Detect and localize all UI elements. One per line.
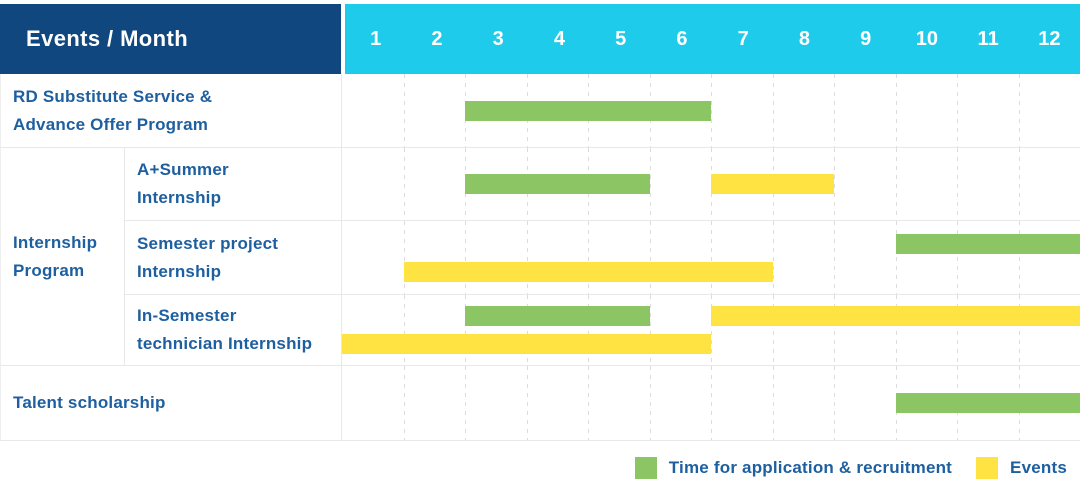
gantt-row-cells <box>341 366 1080 441</box>
application-bar <box>465 174 650 194</box>
month-gridline <box>404 148 405 220</box>
month-gridline <box>957 221 958 294</box>
month-gridline <box>465 221 466 294</box>
month-header-cell: 5 <box>590 4 651 74</box>
month-gridline <box>896 148 897 220</box>
application-bar <box>465 306 650 326</box>
application-bar <box>896 393 1080 413</box>
application-bar <box>896 234 1080 254</box>
month-gridline <box>711 74 712 147</box>
month-gridline <box>650 148 651 220</box>
row-label-line: technician Internship <box>137 330 341 358</box>
month-header-cell: 11 <box>958 4 1019 74</box>
gantt-row-cells <box>341 295 1080 366</box>
month-header-cell: 12 <box>1019 4 1080 74</box>
application-swatch-icon <box>635 457 657 479</box>
gantt-row-cells <box>341 74 1080 148</box>
month-gridline <box>1019 74 1020 147</box>
row-label-line: In-Semester <box>137 302 341 330</box>
month-gridline <box>773 221 774 294</box>
gantt-row-cells <box>341 148 1080 221</box>
legend-item-application: Time for application & recruitment <box>635 457 952 479</box>
month-gridline <box>773 366 774 440</box>
month-gridline <box>896 221 897 294</box>
row-label-line: Internship <box>137 184 341 212</box>
month-gridline <box>588 221 589 294</box>
month-gridline <box>711 366 712 440</box>
month-gridline <box>527 366 528 440</box>
month-gridline <box>404 221 405 294</box>
month-header-cell: 7 <box>713 4 774 74</box>
corner-header-label: Events / Month <box>26 26 188 52</box>
event-bar <box>404 262 773 282</box>
legend: Time for application & recruitment Event… <box>0 456 1080 480</box>
month-gridline <box>527 221 528 294</box>
row-label: Talent scholarship <box>0 366 341 441</box>
corner-header: Events / Month <box>0 4 341 74</box>
row-label-line: A+Summer <box>137 156 341 184</box>
month-gridline <box>957 148 958 220</box>
application-bar <box>465 101 711 121</box>
month-header-cell: 2 <box>406 4 467 74</box>
event-swatch-icon <box>976 457 998 479</box>
month-gridline <box>650 366 651 440</box>
month-header-cell: 4 <box>529 4 590 74</box>
month-gridline <box>650 295 651 365</box>
month-header-cell: 8 <box>774 4 835 74</box>
row-label-line: Advance Offer Program <box>13 111 341 139</box>
row-label-line: Internship <box>137 258 341 286</box>
row-label-line: Semester project <box>137 230 341 258</box>
month-gridline <box>711 221 712 294</box>
legend-label-application: Time for application & recruitment <box>669 458 952 478</box>
month-gridline <box>834 74 835 147</box>
month-gridline <box>834 221 835 294</box>
month-gridline <box>773 74 774 147</box>
group-label-line: Program <box>13 257 124 285</box>
event-bar <box>711 306 1080 326</box>
month-gridline <box>404 295 405 365</box>
month-gridline <box>834 366 835 440</box>
month-gridline <box>588 366 589 440</box>
row-label-line: RD Substitute Service & <box>13 83 341 111</box>
month-gridline <box>650 221 651 294</box>
month-header-cell: 6 <box>651 4 712 74</box>
month-header-cell: 3 <box>468 4 529 74</box>
month-gridline <box>1019 148 1020 220</box>
event-bar <box>342 334 711 354</box>
month-header-cell: 1 <box>345 4 406 74</box>
month-gridline <box>404 366 405 440</box>
month-gridline <box>465 366 466 440</box>
month-gridline <box>1019 221 1020 294</box>
month-gridline <box>404 74 405 147</box>
row-label: RD Substitute Service &Advance Offer Pro… <box>0 74 341 148</box>
group-label-line: Internship <box>13 229 124 257</box>
legend-label-events: Events <box>1010 458 1067 478</box>
month-gridline <box>957 74 958 147</box>
event-bar <box>711 174 834 194</box>
month-gridline <box>834 148 835 220</box>
month-header-cell: 10 <box>896 4 957 74</box>
month-header-cell: 9 <box>835 4 896 74</box>
gantt-row-cells <box>341 221 1080 295</box>
row-label-line: Talent scholarship <box>13 389 341 417</box>
month-gridline <box>896 74 897 147</box>
legend-item-events: Events <box>976 457 1067 479</box>
